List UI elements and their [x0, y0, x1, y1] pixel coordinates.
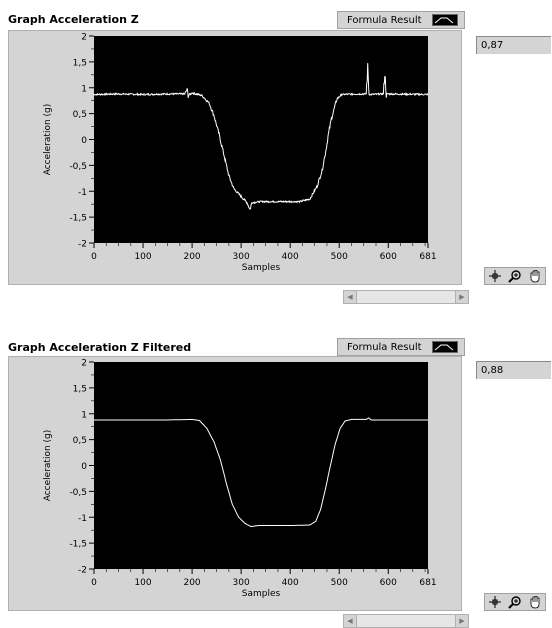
scroll-right-icon[interactable]: ▶	[455, 291, 468, 303]
y-tick-label: -0,5	[69, 162, 87, 172]
y-tick-label: 0,5	[73, 436, 87, 446]
y-tick-label: 1,5	[73, 58, 87, 68]
x-tick-label: 200	[183, 578, 200, 588]
y-axis-label: Acceleration (g)	[43, 104, 53, 176]
y-tick-label: -1	[78, 514, 87, 524]
y-tick-label: -1	[78, 188, 87, 198]
line-style-icon	[432, 341, 458, 353]
crosshair-cursor-icon[interactable]	[487, 595, 503, 609]
plot-legend[interactable]: Formula Result	[337, 338, 465, 356]
y-axis-label: Acceleration (g)	[43, 430, 53, 502]
x-tick-label: 0	[91, 252, 97, 262]
x-tick-label: 400	[282, 252, 299, 262]
legend-label: Formula Result	[347, 15, 422, 26]
horizontal-scrollbar[interactable]: ◀ ▶	[343, 614, 469, 628]
y-tick-label: -2	[78, 240, 87, 250]
y-tick-label: -2	[78, 566, 87, 576]
x-tick-label: 681	[419, 252, 436, 262]
y-tick-label: 1	[81, 84, 87, 94]
zoom-icon[interactable]	[507, 269, 523, 283]
y-tick-label: 0	[81, 136, 87, 146]
x-tick-label: 200	[183, 252, 200, 262]
graph-palette	[484, 267, 546, 285]
plot-area	[94, 36, 428, 243]
x-tick-label: 600	[380, 252, 397, 262]
x-tick-label: 500	[331, 578, 348, 588]
x-tick-label: 400	[282, 578, 299, 588]
legend-label: Formula Result	[347, 342, 422, 353]
x-tick-label: 100	[134, 578, 151, 588]
x-tick-label: 600	[380, 578, 397, 588]
series-line	[94, 417, 428, 528]
line-style-icon	[432, 14, 458, 26]
y-tick-label: -1,5	[69, 540, 87, 550]
plot-area	[94, 362, 428, 569]
scroll-left-icon[interactable]: ◀	[344, 615, 357, 627]
y-tick-label: -0,5	[69, 488, 87, 498]
series-line	[93, 63, 429, 211]
y-tick-label: 1,5	[73, 384, 87, 394]
chart-svg: 2 1,5 1 0,5 0 -0,5 -1 -1,5 -2 0 100 200 300 400 500 600…	[43, 359, 437, 600]
chart-svg: 2 1,5 1 0,5 0 -0,5 -1 -1,5 -2 0 100 200 300 400 500 600…	[43, 33, 437, 274]
scroll-left-icon[interactable]: ◀	[344, 291, 357, 303]
graph-title: Graph Acceleration Z Filtered	[8, 341, 192, 354]
horizontal-scrollbar[interactable]: ◀ ▶	[343, 290, 469, 304]
graph-palette	[484, 593, 546, 611]
x-tick-label: 300	[233, 252, 250, 262]
x-tick-label: 0	[91, 578, 97, 588]
x-tick-label: 300	[233, 578, 250, 588]
y-tick-label: 0,5	[73, 110, 87, 120]
graph-title: Graph Acceleration Z	[8, 13, 139, 26]
y-tick-label: 2	[81, 359, 87, 369]
graph-panel: 2 1,5 1 0,5 0 -0,5 -1 -1,5 -2 0 100 200 300 400 500 600…	[8, 356, 462, 611]
x-tick-label: 500	[331, 252, 348, 262]
y-tick-label: 2	[81, 33, 87, 43]
y-tick-label: 1	[81, 410, 87, 420]
y-tick-label: -1,5	[69, 214, 87, 224]
value-indicator: 0,88	[476, 361, 551, 379]
crosshair-cursor-icon[interactable]	[487, 269, 503, 283]
x-tick-label: 100	[134, 252, 151, 262]
x-axis-label: Samples	[242, 263, 281, 273]
graph-panel: 2 1,5 1 0,5 0 -0,5 -1 -1,5 -2 0 100 200 300 400 500 600…	[8, 30, 462, 285]
value-indicator: 0,87	[476, 36, 551, 54]
pan-hand-icon[interactable]	[527, 269, 543, 283]
pan-hand-icon[interactable]	[527, 595, 543, 609]
plot-legend[interactable]: Formula Result	[337, 11, 465, 29]
x-tick-label: 681	[419, 578, 436, 588]
y-tick-label: 0	[81, 462, 87, 472]
zoom-icon[interactable]	[507, 595, 523, 609]
x-axis-label: Samples	[242, 589, 281, 599]
scroll-right-icon[interactable]: ▶	[455, 615, 468, 627]
